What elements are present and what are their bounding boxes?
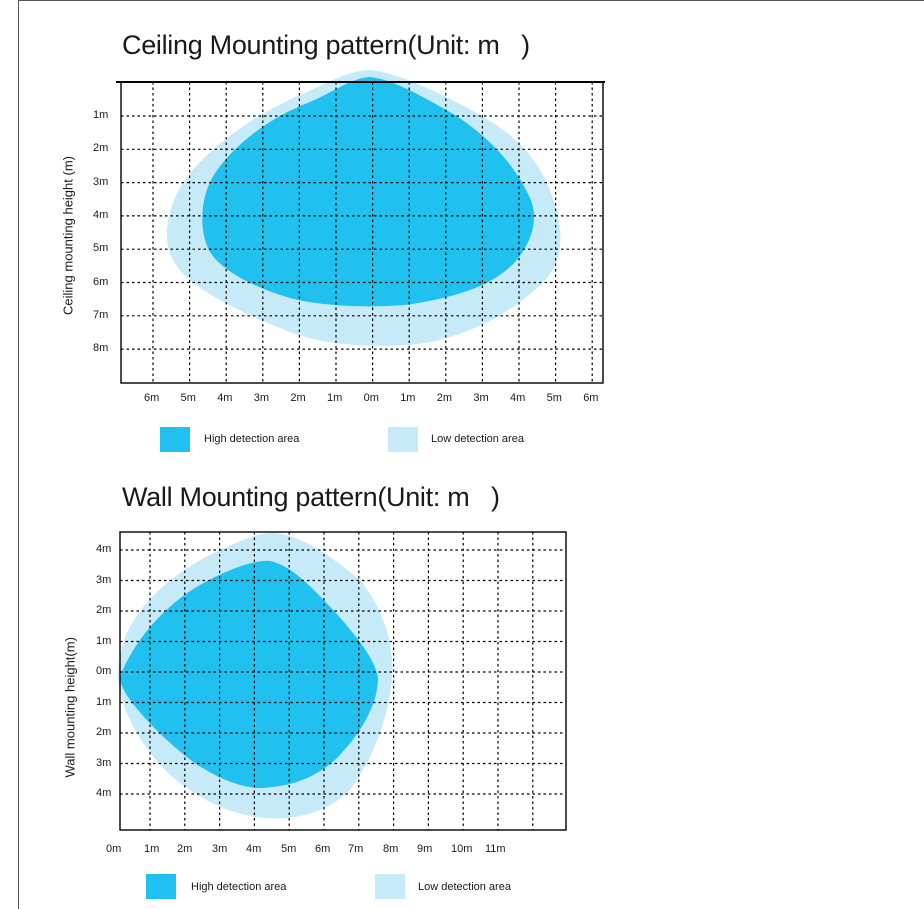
ceiling-y-tick-label: 8m [93,342,109,355]
wall-legend-low-label: Low detection area [418,881,511,893]
wall-legend-low-swatch [375,874,405,899]
ceiling-x-tick-label: 0m [363,392,379,404]
ceiling-y-tick-label: 4m [93,208,109,221]
ceiling-y-tick-label: 6m [93,275,109,288]
wall-x-tick-label: 6m [315,843,331,855]
wall-y-tick-label: 2m [96,726,112,738]
ceiling-x-tick-label: 2m [436,392,453,404]
ceiling-chart-title: Ceiling Mounting pattern(Unit: m ) [122,30,530,60]
ceiling-x-tick-label: 1m [327,392,343,404]
ceiling-legend-low-swatch [388,427,418,452]
wall-x-tick-label: 3m [212,843,228,855]
ceiling-x-tick-label: 6m [583,392,599,404]
wall-x-tick-label: 10m [451,843,473,855]
ceiling-y-tick-label: 5m [93,242,109,255]
ceiling-y-tick-label: 3m [93,175,109,188]
wall-y-tick-label: 1m [96,634,112,647]
wall-chart-title: Wall Mounting pattern(Unit: m ) [122,482,500,512]
wall-y-tick-label: 4m [96,787,112,799]
wall-x-tick-label: 9m [417,843,433,855]
wall-y-tick-label: 0m [96,665,112,677]
ceiling-x-tick-label: 5m [546,392,562,404]
ceiling-x-tick-label: 1m [400,392,416,404]
wall-x-tick-label: 1m [144,843,160,855]
ceiling-x-tick-label: 4m [217,392,233,404]
wall-x-tick-label: 7m [348,843,364,855]
wall-x-tick-label: 11m [485,843,506,855]
ceiling-y-tick-label: 1m [93,109,109,121]
wall-y-tick-label: 3m [96,756,112,769]
wall-grid [120,532,566,830]
wall-x-tick-label: 8m [383,843,399,855]
ceiling-legend-high-swatch [160,427,190,452]
ceiling-x-tick-label: 5m [180,392,196,404]
wall-x-tick-label: 4m [246,843,262,855]
wall-y-tick-label: 3m [96,573,112,586]
wall-x-tick-label: 5m [281,843,297,855]
ceiling-legend-high-label: High detection area [204,433,300,445]
wall-x-tick-label: 2m [177,843,193,855]
page-border-left [18,0,19,909]
ceiling-x-tick-label: 6m [144,392,160,404]
wall-y-tick-label: 4m [96,543,112,555]
ceiling-y-tick-label: 7m [93,308,109,321]
wall-y-tick-label: 2m [96,604,112,616]
ceiling-legend-low-label: Low detection area [431,433,524,445]
wall-legend-high-swatch [146,874,176,899]
wall-legend-high-label: High detection area [191,881,287,893]
wall-plot-frame [119,531,567,831]
ceiling-x-tick-label: 3m [473,392,489,404]
ceiling-x-tick-label: 3m [253,392,270,404]
page-border-top [18,0,924,1]
wall-x-tick-label: 0m [106,843,122,855]
ceiling-y-tick-label: 2m [93,142,109,155]
wall-y-tick-label: 1m [96,695,112,708]
ceiling-grid [121,82,603,383]
ceiling-x-tick-label: 2m [290,392,306,404]
ceiling-x-tick-label: 4m [510,392,526,404]
